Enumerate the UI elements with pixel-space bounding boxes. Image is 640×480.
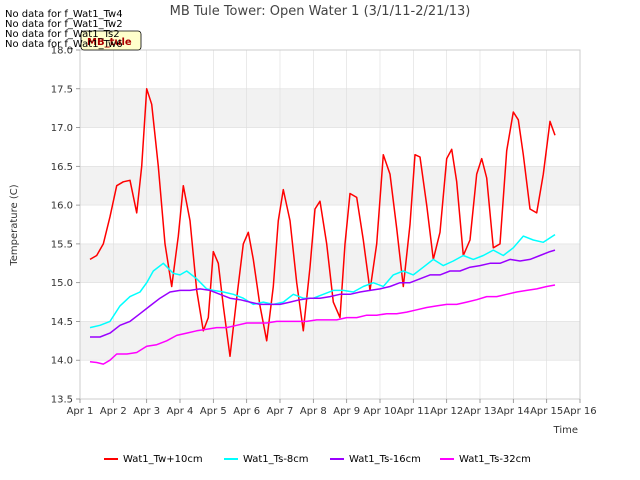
x-tick-label: Apr 2 [100,406,127,417]
x-axis-label: Time [553,425,578,436]
legend-item: Wat1_Tw+10cm [104,454,203,465]
no-data-message: No data for f_Wat1_Tw6 [5,39,123,50]
series-line-wat1-tw-10cm [89,88,556,358]
x-tick-label: Apr 10 [363,406,396,417]
y-tick-label: 18.0 [51,46,73,57]
plot-border [79,49,581,400]
chart-title: MB Tule Tower: Open Water 1 (3/1/11-2/21… [170,4,471,19]
plot-band [80,321,580,361]
y-tick-label: 13.5 [51,395,73,406]
legend-item: Wat1_Ts-16cm [330,454,421,465]
y-tick-label: 16.5 [51,162,73,173]
legend-swatch [440,458,454,460]
y-tick-label: 16.0 [51,201,73,212]
y-tick-label: 15.0 [51,278,73,289]
x-tick-label: Apr 4 [167,406,194,417]
legend-label: Wat1_Tw+10cm [123,454,203,465]
legend-label: Wat1_Ts-16cm [349,454,421,465]
no-data-message: No data for f_Wat1_Tw2 [5,19,123,30]
x-tick-label: Apr 1 [67,406,94,417]
series-lines [89,88,556,365]
x-tick-label: Apr 14 [497,406,530,417]
x-tick-label: Apr 12 [430,406,463,417]
no-data-message: No data for f_Wat1_Tw4 [5,9,123,20]
legend-swatch [330,458,344,460]
series-line-wat1-ts-16cm [90,249,556,338]
x-tick-label: Apr 9 [333,406,360,417]
tooltip-box: MB_tule [80,30,142,51]
x-tick-label: Apr 5 [200,406,227,417]
y-tick-label: 14.5 [51,317,73,328]
y-tick-label: 17.5 [51,84,73,95]
x-tick-label: Apr 13 [463,406,496,417]
y-axis-ticks: 13.5 14.0 14.5 15.0 15.5 16.0 16.5 17.0 17.5 18.0 [51,46,80,406]
x-tick-label: Apr 7 [267,406,294,417]
plot-band [80,166,580,206]
legend-swatch [224,458,238,460]
tooltip-label: MB_tule [87,37,132,48]
no-data-message: No data for f_Wat1_Ts2 [5,29,120,40]
y-tick-label: 14.0 [51,356,73,367]
x-tick-label: Apr 15 [530,406,563,417]
legend-item: Wat1_Ts-32cm [440,454,531,465]
legend-label: Wat1_Ts-32cm [459,454,531,465]
legend-item: Wat1_Ts-8cm [224,454,309,465]
y-axis-label: Temperature (C) [9,184,20,266]
legend-label: Wat1_Ts-8cm [243,454,309,465]
x-axis-ticks: Apr 1 Apr 2 Apr 3 Apr 4 Apr 5 Apr 6 Apr 7 Apr 8… [67,399,597,417]
series-line-wat1-ts-32cm [89,284,556,365]
x-tick-label: Apr 3 [133,406,160,417]
y-tick-label: 17.0 [51,123,73,134]
x-tick-label: Apr 6 [233,406,260,417]
legend-swatch [104,458,118,460]
x-tick-label: Apr 11 [397,406,430,417]
x-tick-label: Apr 16 [563,406,596,417]
y-tick-label: 15.5 [51,239,73,250]
x-tick-label: Apr 8 [300,406,327,417]
plot-band [80,88,580,128]
